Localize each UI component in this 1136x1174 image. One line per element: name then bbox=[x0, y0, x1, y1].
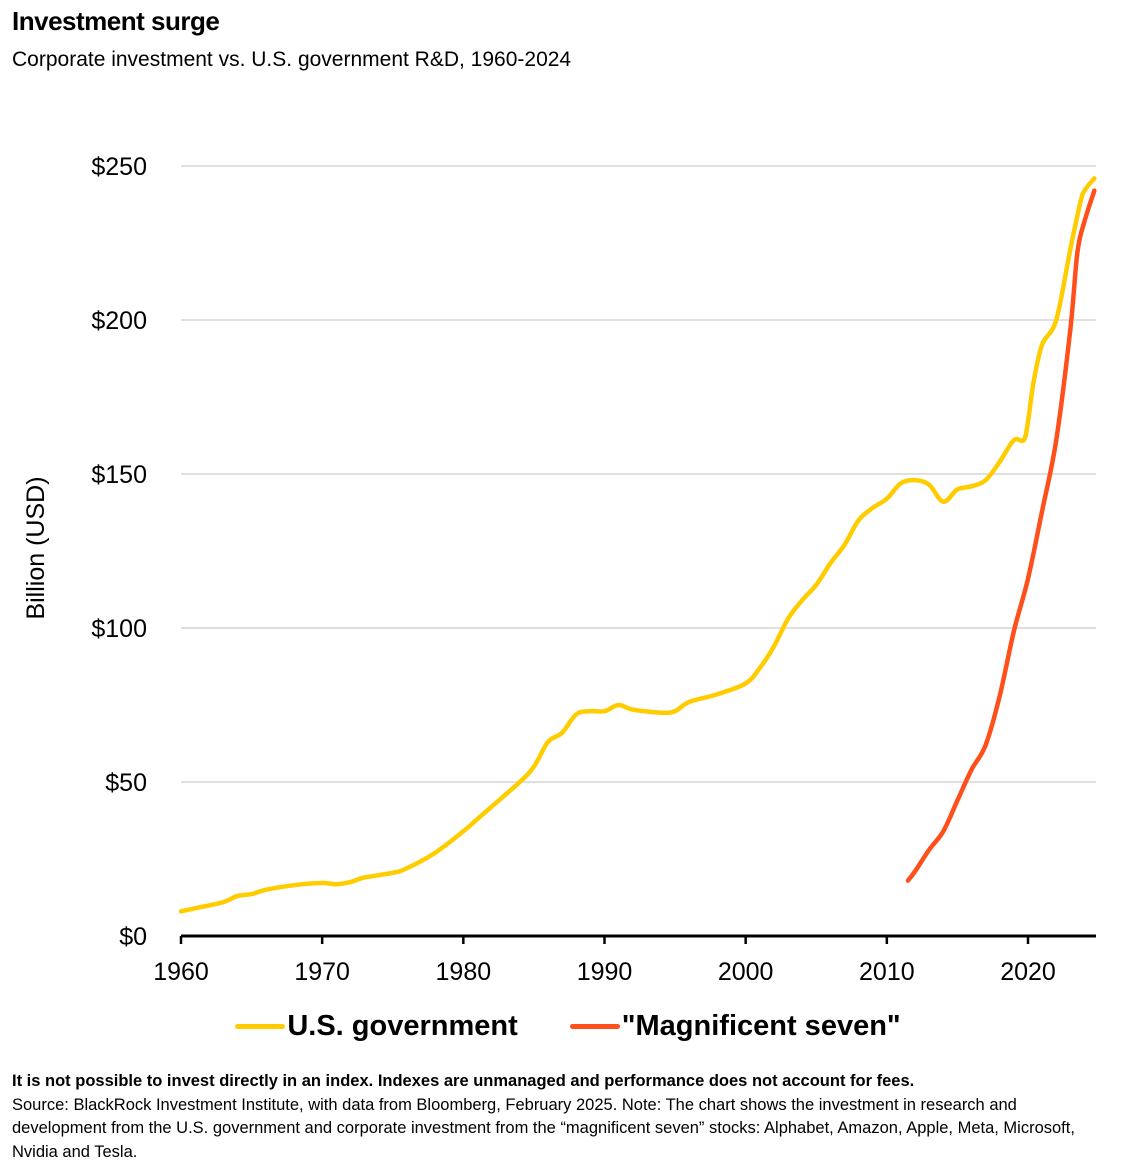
x-tick-label: 1990 bbox=[577, 958, 633, 986]
legend-swatch-red bbox=[569, 1024, 620, 1029]
y-tick-label: $50 bbox=[105, 769, 147, 797]
chart-title: Investment surge bbox=[12, 6, 220, 36]
x-tick-label: 1970 bbox=[294, 958, 350, 986]
y-tick-label: $100 bbox=[91, 615, 147, 643]
legend-item-us-government: U.S. government bbox=[235, 1010, 518, 1043]
legend-label: "Magnificent seven" bbox=[621, 1010, 901, 1042]
chart-subtitle: Corporate investment vs. U.S. government… bbox=[12, 48, 572, 71]
series-line-magnificent-seven bbox=[905, 188, 1097, 883]
disclaimer: It is not possible to invest directly in… bbox=[12, 1072, 915, 1090]
x-tick-label: 2000 bbox=[718, 958, 774, 986]
y-tick-label: $150 bbox=[91, 461, 147, 489]
y-tick-label: $200 bbox=[91, 307, 147, 335]
y-axis-label: Billion (USD) bbox=[22, 476, 50, 619]
y-tick-label: $0 bbox=[119, 923, 147, 951]
x-tick-label: 2020 bbox=[1000, 958, 1056, 986]
source-note: Source: BlackRock Investment Institute, … bbox=[12, 1095, 1075, 1161]
footnotes: It is not possible to invest directly in… bbox=[12, 1070, 1112, 1164]
legend: U.S. government "Magnificent seven" bbox=[0, 1010, 1136, 1043]
series-line-us-government bbox=[178, 176, 1097, 914]
x-tick-label: 1960 bbox=[153, 958, 209, 986]
legend-swatch-yellow bbox=[235, 1024, 286, 1029]
y-tick-label: $250 bbox=[91, 153, 147, 181]
legend-label: U.S. government bbox=[287, 1010, 518, 1042]
legend-item-magnificent-seven: "Magnificent seven" bbox=[569, 1010, 901, 1043]
x-tick-label: 1980 bbox=[436, 958, 492, 986]
x-tick-label: 2010 bbox=[859, 958, 915, 986]
